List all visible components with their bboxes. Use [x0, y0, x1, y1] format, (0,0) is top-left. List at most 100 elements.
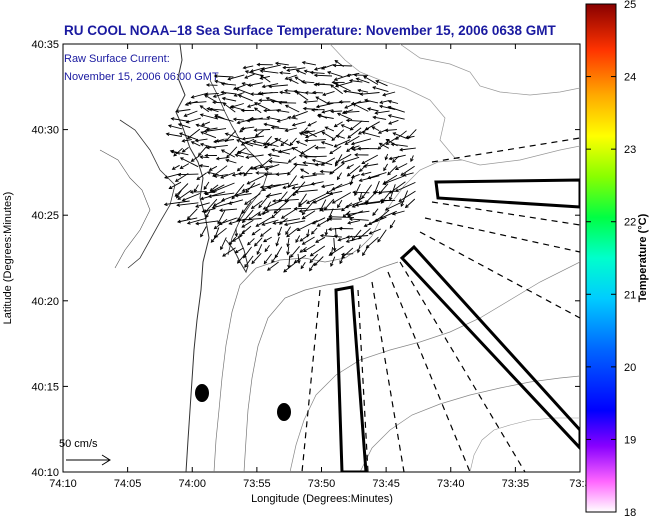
current-vector [237, 165, 244, 172]
current-vector-head [244, 264, 248, 268]
current-vector [372, 208, 379, 216]
current-vector [295, 189, 318, 193]
current-vector-head [284, 198, 289, 203]
current-vector [282, 183, 299, 189]
current-vector [242, 183, 261, 192]
current-vector [211, 182, 235, 193]
station-marker-1 [195, 384, 209, 402]
current-vector-head [263, 260, 268, 265]
current-vector [358, 89, 369, 93]
current-vector [347, 165, 361, 177]
current-vector [375, 80, 388, 87]
current-vector-head [200, 233, 204, 238]
current-vector-head [384, 128, 389, 133]
current-vector [217, 210, 226, 224]
current-vector-head [394, 188, 399, 193]
current-vector-head [190, 95, 195, 99]
current-vector [379, 142, 390, 149]
current-vector-head [198, 163, 203, 168]
current-vector-head [299, 238, 304, 242]
current-vector-head [219, 208, 223, 213]
current-vector-head [246, 118, 251, 123]
current-vector-head [329, 150, 334, 155]
current-vector [220, 172, 235, 179]
current-vector [346, 210, 370, 216]
current-vector [254, 237, 263, 247]
x-tick-label: 73:50 [308, 478, 336, 490]
current-vector-head [265, 194, 270, 198]
current-vector [395, 181, 416, 192]
current-vector [271, 126, 289, 130]
current-vector [164, 200, 190, 206]
current-vector-head [342, 89, 347, 94]
current-vector-head [267, 153, 272, 157]
current-vector [235, 247, 244, 254]
current-vector [349, 218, 369, 221]
current-vector-head [176, 194, 180, 199]
current-vector-head [168, 185, 173, 189]
current-vector-head [315, 82, 320, 87]
current-vector-head [292, 162, 297, 167]
current-vector [177, 217, 198, 223]
current-vector-head [272, 221, 277, 225]
current-vector-head [309, 70, 314, 75]
current-vector-head [211, 205, 216, 210]
current-vector-head [388, 156, 393, 161]
current-vector [321, 141, 334, 147]
current-vector [314, 74, 333, 77]
current-vector [206, 127, 218, 131]
current-vector [287, 175, 297, 188]
current-vector [329, 216, 355, 219]
current-vector-head [319, 169, 324, 174]
current-vector-head [340, 124, 345, 128]
current-vector [166, 133, 182, 137]
current-vector [312, 91, 324, 94]
y-tick-label: 40:20 [31, 296, 59, 308]
current-vector-head [222, 253, 226, 257]
current-vector-head [372, 190, 377, 195]
isobath-1 [213, 235, 373, 472]
current-vector [337, 199, 343, 208]
current-vector [221, 191, 246, 201]
current-vector [242, 200, 252, 214]
current-vector-head [212, 94, 217, 98]
current-vector-head [253, 102, 258, 106]
current-vector [310, 71, 325, 74]
current-vector [309, 253, 318, 263]
current-vector-head [232, 117, 237, 122]
current-vector [245, 141, 263, 147]
current-vector [314, 66, 327, 71]
isobath-3 [289, 261, 580, 472]
colorbar-ticks: 18 19 20 21 22 23 24 25 [586, 0, 636, 518]
current-vector-head [300, 79, 305, 84]
current-vector [379, 99, 390, 104]
current-vector [386, 136, 399, 145]
current-vector [258, 192, 272, 208]
current-vector-head [199, 105, 204, 109]
current-vector [335, 154, 343, 167]
current-vector-head [388, 196, 393, 201]
current-vector [311, 181, 324, 185]
current-vector [324, 198, 335, 210]
current-vector [312, 217, 326, 225]
current-vector [298, 199, 308, 208]
current-vector [250, 67, 264, 73]
current-vector-head [311, 108, 315, 112]
current-vector [283, 66, 297, 69]
current-vector [330, 256, 336, 267]
current-vector-head [266, 115, 271, 120]
sandy-hook [225, 235, 249, 274]
current-vector [299, 207, 324, 212]
current-vector [334, 121, 343, 127]
current-vector [288, 255, 291, 268]
current-vector [216, 138, 225, 142]
current-vector-head [346, 172, 351, 177]
current-vector-head [362, 252, 366, 257]
current-vector-head [331, 80, 336, 85]
current-vector-head [256, 251, 260, 255]
current-vector [203, 181, 210, 190]
current-vector-head [303, 130, 307, 135]
current-vector-head [247, 241, 251, 246]
current-vector-head [186, 216, 191, 220]
current-vector [267, 116, 281, 121]
